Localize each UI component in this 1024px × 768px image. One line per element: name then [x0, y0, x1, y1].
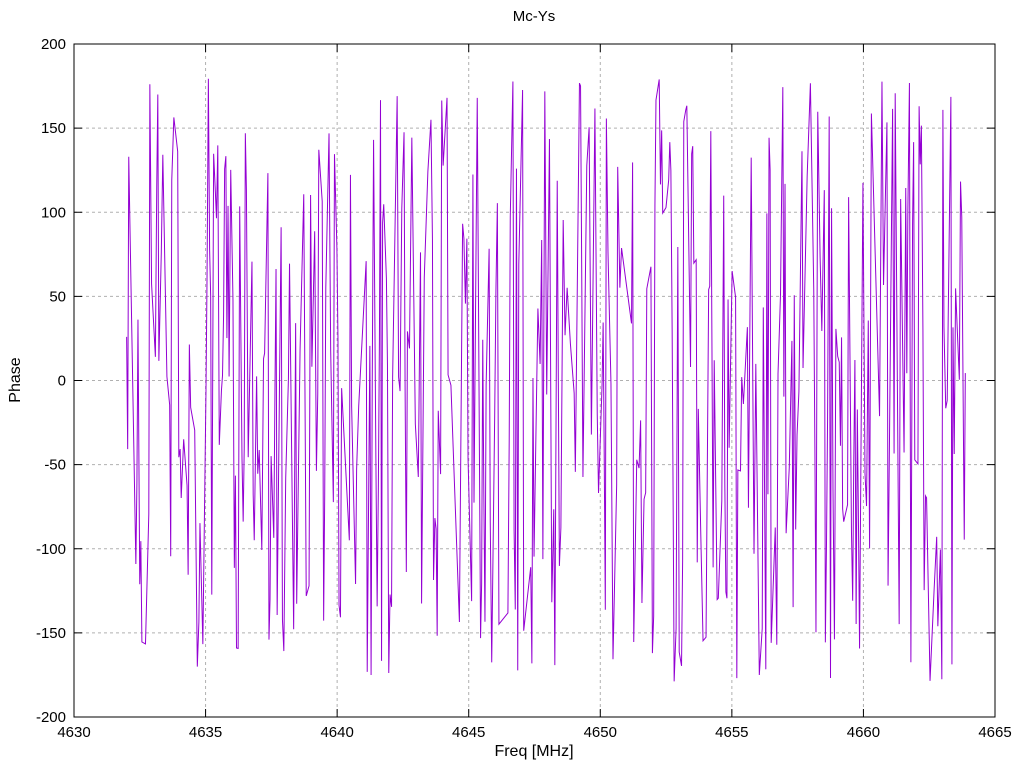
x-tick-label: 4655	[715, 724, 748, 741]
plot-border	[73, 43, 996, 718]
y-tick-label: 200	[41, 36, 66, 53]
y-tick-label: 100	[41, 204, 66, 221]
chart-title: Mc-Ys	[513, 8, 556, 25]
y-axis-label: Phase	[7, 357, 24, 402]
y-tick-label: -50	[44, 457, 66, 474]
x-tick-label: 4635	[189, 724, 222, 741]
y-tick-label: 150	[41, 120, 66, 137]
x-tick-label: 4660	[847, 724, 880, 741]
y-tick-label: -100	[36, 541, 66, 558]
x-tick-label: 4665	[978, 724, 1011, 741]
series-group	[126, 78, 966, 682]
x-tick-label: 4650	[584, 724, 617, 741]
y-tick-labels: -200 -150 -100 -50 0 50 100 150 200	[36, 36, 66, 726]
x-tick-label: 4640	[320, 724, 353, 741]
phase-series-line	[126, 78, 966, 682]
x-tick-label: 4645	[452, 724, 485, 741]
x-tick-labels: 4630 4635 4640 4645 4650 4655 4660 4665	[57, 724, 1011, 741]
gridlines	[74, 44, 995, 717]
y-tick-label: 0	[58, 373, 66, 390]
y-tick-label: 50	[49, 288, 66, 305]
x-axis-label: Freq [MHz]	[494, 743, 573, 760]
y-tick-label: -150	[36, 625, 66, 642]
x-tick-label: 4630	[57, 724, 90, 741]
y-tick-label: -200	[36, 709, 66, 726]
